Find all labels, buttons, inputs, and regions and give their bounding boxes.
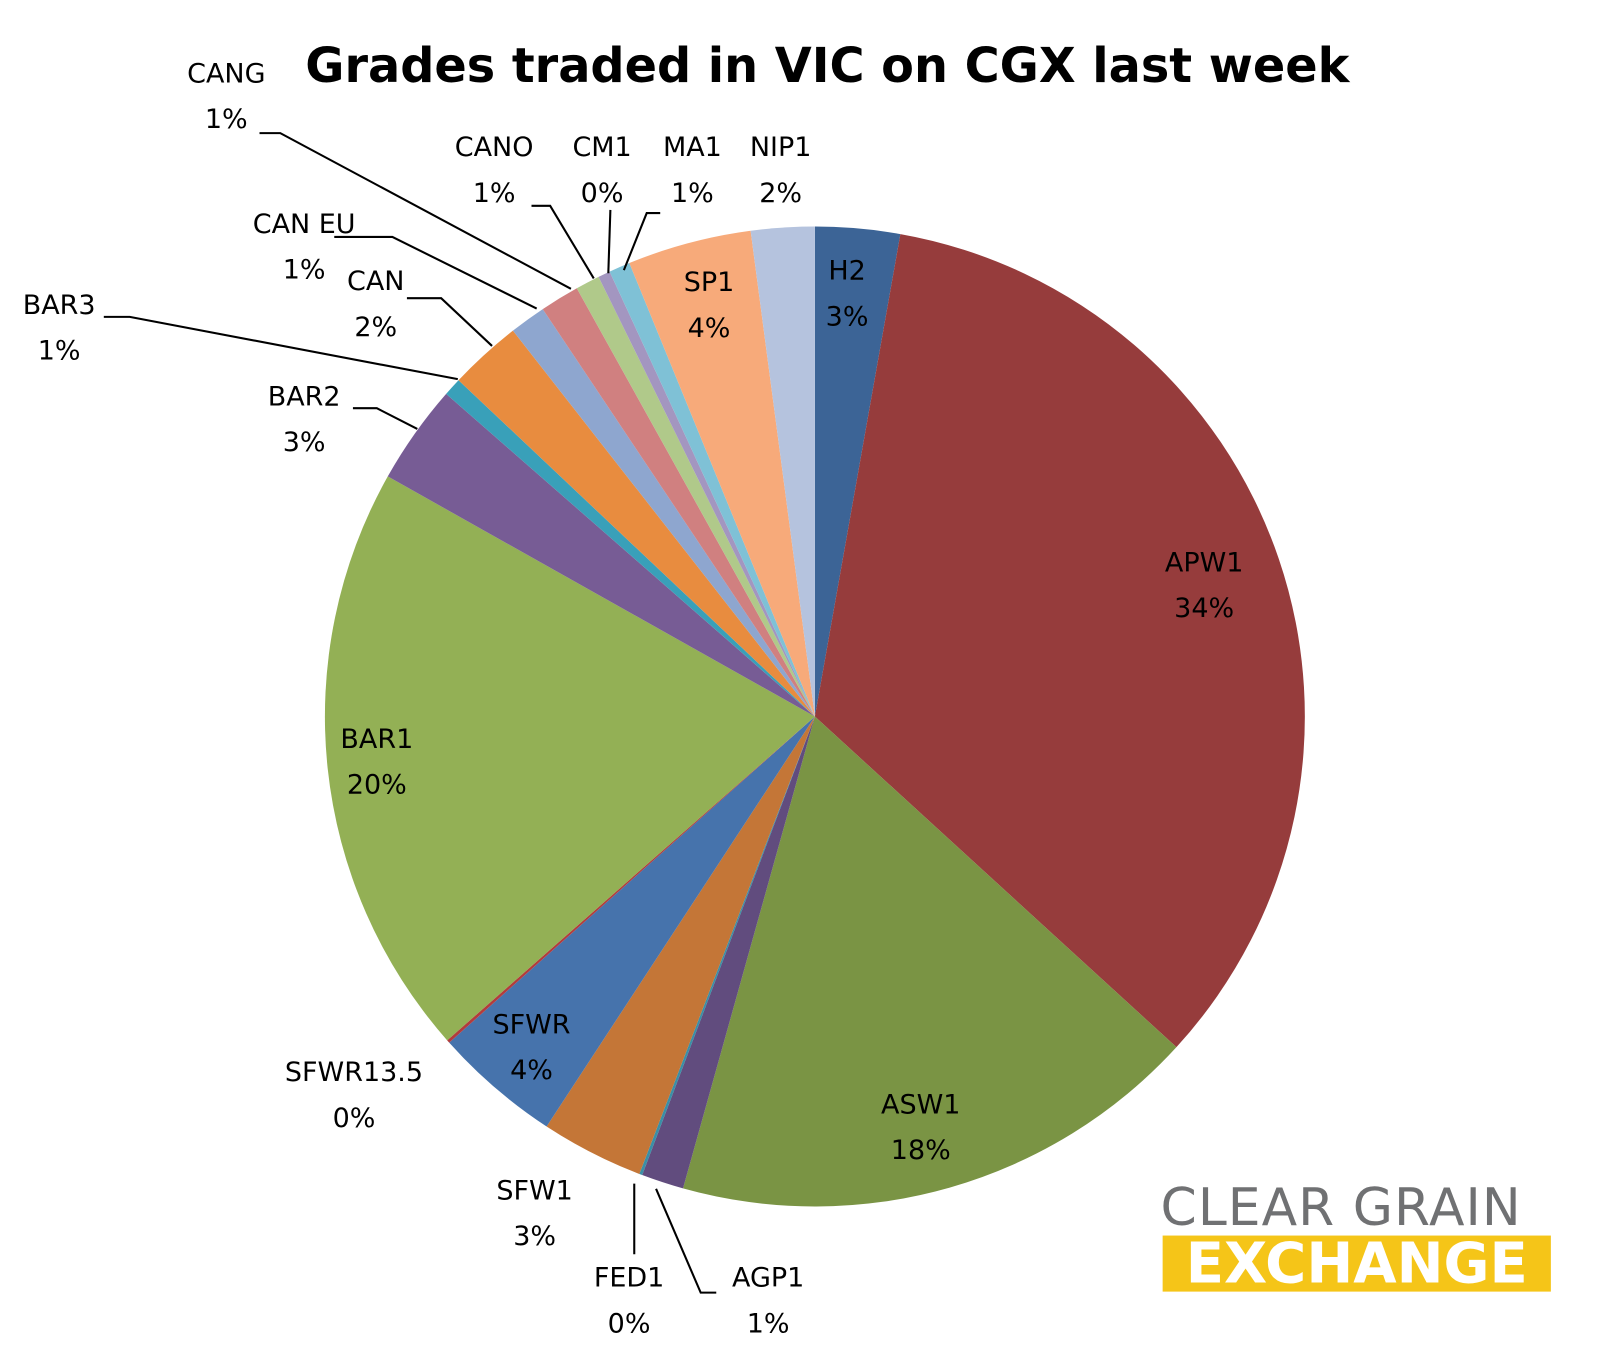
pie-slice [447, 716, 815, 1043]
slice-label: FED1 [594, 1263, 664, 1294]
slice-label: H2 [828, 256, 865, 287]
chart-title: Grades traded in VIC on CGX last week [305, 39, 1350, 94]
pie-slice [598, 271, 815, 717]
slice-value-label: 1% [671, 178, 714, 209]
slice-value-label: 18% [891, 1135, 951, 1166]
pie-slice [642, 716, 815, 1189]
slice-label: CM1 [572, 132, 631, 163]
slice-label: MA1 [663, 132, 722, 163]
pie-slice [639, 716, 815, 1176]
slice-label: BAR3 [23, 290, 96, 321]
slice-value-label: 3% [513, 1221, 556, 1252]
logo-line1: CLEAR GRAIN [1161, 1178, 1522, 1238]
pie-slice [814, 226, 901, 717]
pie-slice [609, 263, 815, 717]
slice-label: SFW1 [496, 1175, 572, 1206]
pie-slice [542, 288, 815, 717]
pie-slice [814, 234, 1305, 1048]
slice-value-label: 2% [354, 312, 397, 343]
slice-value-label: 3% [283, 427, 326, 458]
leader-line [103, 315, 458, 381]
leader-line [334, 235, 538, 310]
slice-label: SFWR [492, 1009, 570, 1040]
pie-slice [750, 226, 815, 717]
slice-value-label: 1% [205, 104, 248, 135]
slice-label: CAN EU [253, 209, 356, 240]
leader-line [531, 204, 595, 279]
logo-line2: EXCHANGE [1186, 1231, 1528, 1296]
pie-slice [512, 309, 815, 717]
leader-line [607, 209, 612, 274]
slice-value-label: 4% [688, 313, 731, 344]
pie-slice [546, 716, 815, 1174]
pie-slice [576, 276, 815, 717]
logo-band [1162, 1235, 1551, 1292]
leader-line [259, 132, 572, 290]
pie-slice [324, 476, 815, 1041]
slice-label: ASW1 [881, 1089, 960, 1120]
slice-value-label: 1% [473, 178, 516, 209]
pie-slice [683, 716, 1177, 1207]
slice-value-label: 1% [38, 336, 81, 367]
slice-value-label: 4% [510, 1055, 553, 1086]
pie-slice [446, 380, 815, 717]
logo: CLEAR GRAIN EXCHANGE [1161, 1178, 1551, 1296]
pie-slice [449, 716, 815, 1127]
slice-label: SFWR13.5 [285, 1057, 423, 1088]
pie-slice [458, 330, 815, 717]
slice-value-label: 0% [581, 178, 624, 209]
slice-label: AGP1 [732, 1263, 804, 1294]
slice-label: APW1 [1165, 547, 1244, 578]
slice-value-label: 0% [608, 1308, 651, 1339]
slice-value-label: 3% [826, 301, 869, 332]
slice-label: NIP1 [750, 132, 812, 163]
leader-line [352, 407, 418, 430]
leader-line [622, 212, 661, 271]
slice-value-label: 1% [747, 1308, 790, 1339]
slice-label: CANO [455, 132, 534, 163]
leader-line [406, 297, 493, 347]
pie-slice [387, 393, 815, 717]
slice-label: CANG [187, 58, 265, 89]
pie-slice [629, 230, 815, 717]
leader-line [655, 1188, 717, 1294]
slice-label: SP1 [684, 267, 735, 298]
slice-value-label: 0% [333, 1103, 376, 1134]
slice-value-label: 20% [347, 770, 407, 801]
slice-label: CAN [347, 266, 404, 297]
slice-label: BAR1 [340, 724, 413, 755]
slice-value-label: 34% [1174, 593, 1234, 624]
slice-value-label: 1% [283, 255, 326, 286]
slice-value-label: 2% [759, 178, 802, 209]
slice-label: BAR2 [268, 381, 341, 412]
